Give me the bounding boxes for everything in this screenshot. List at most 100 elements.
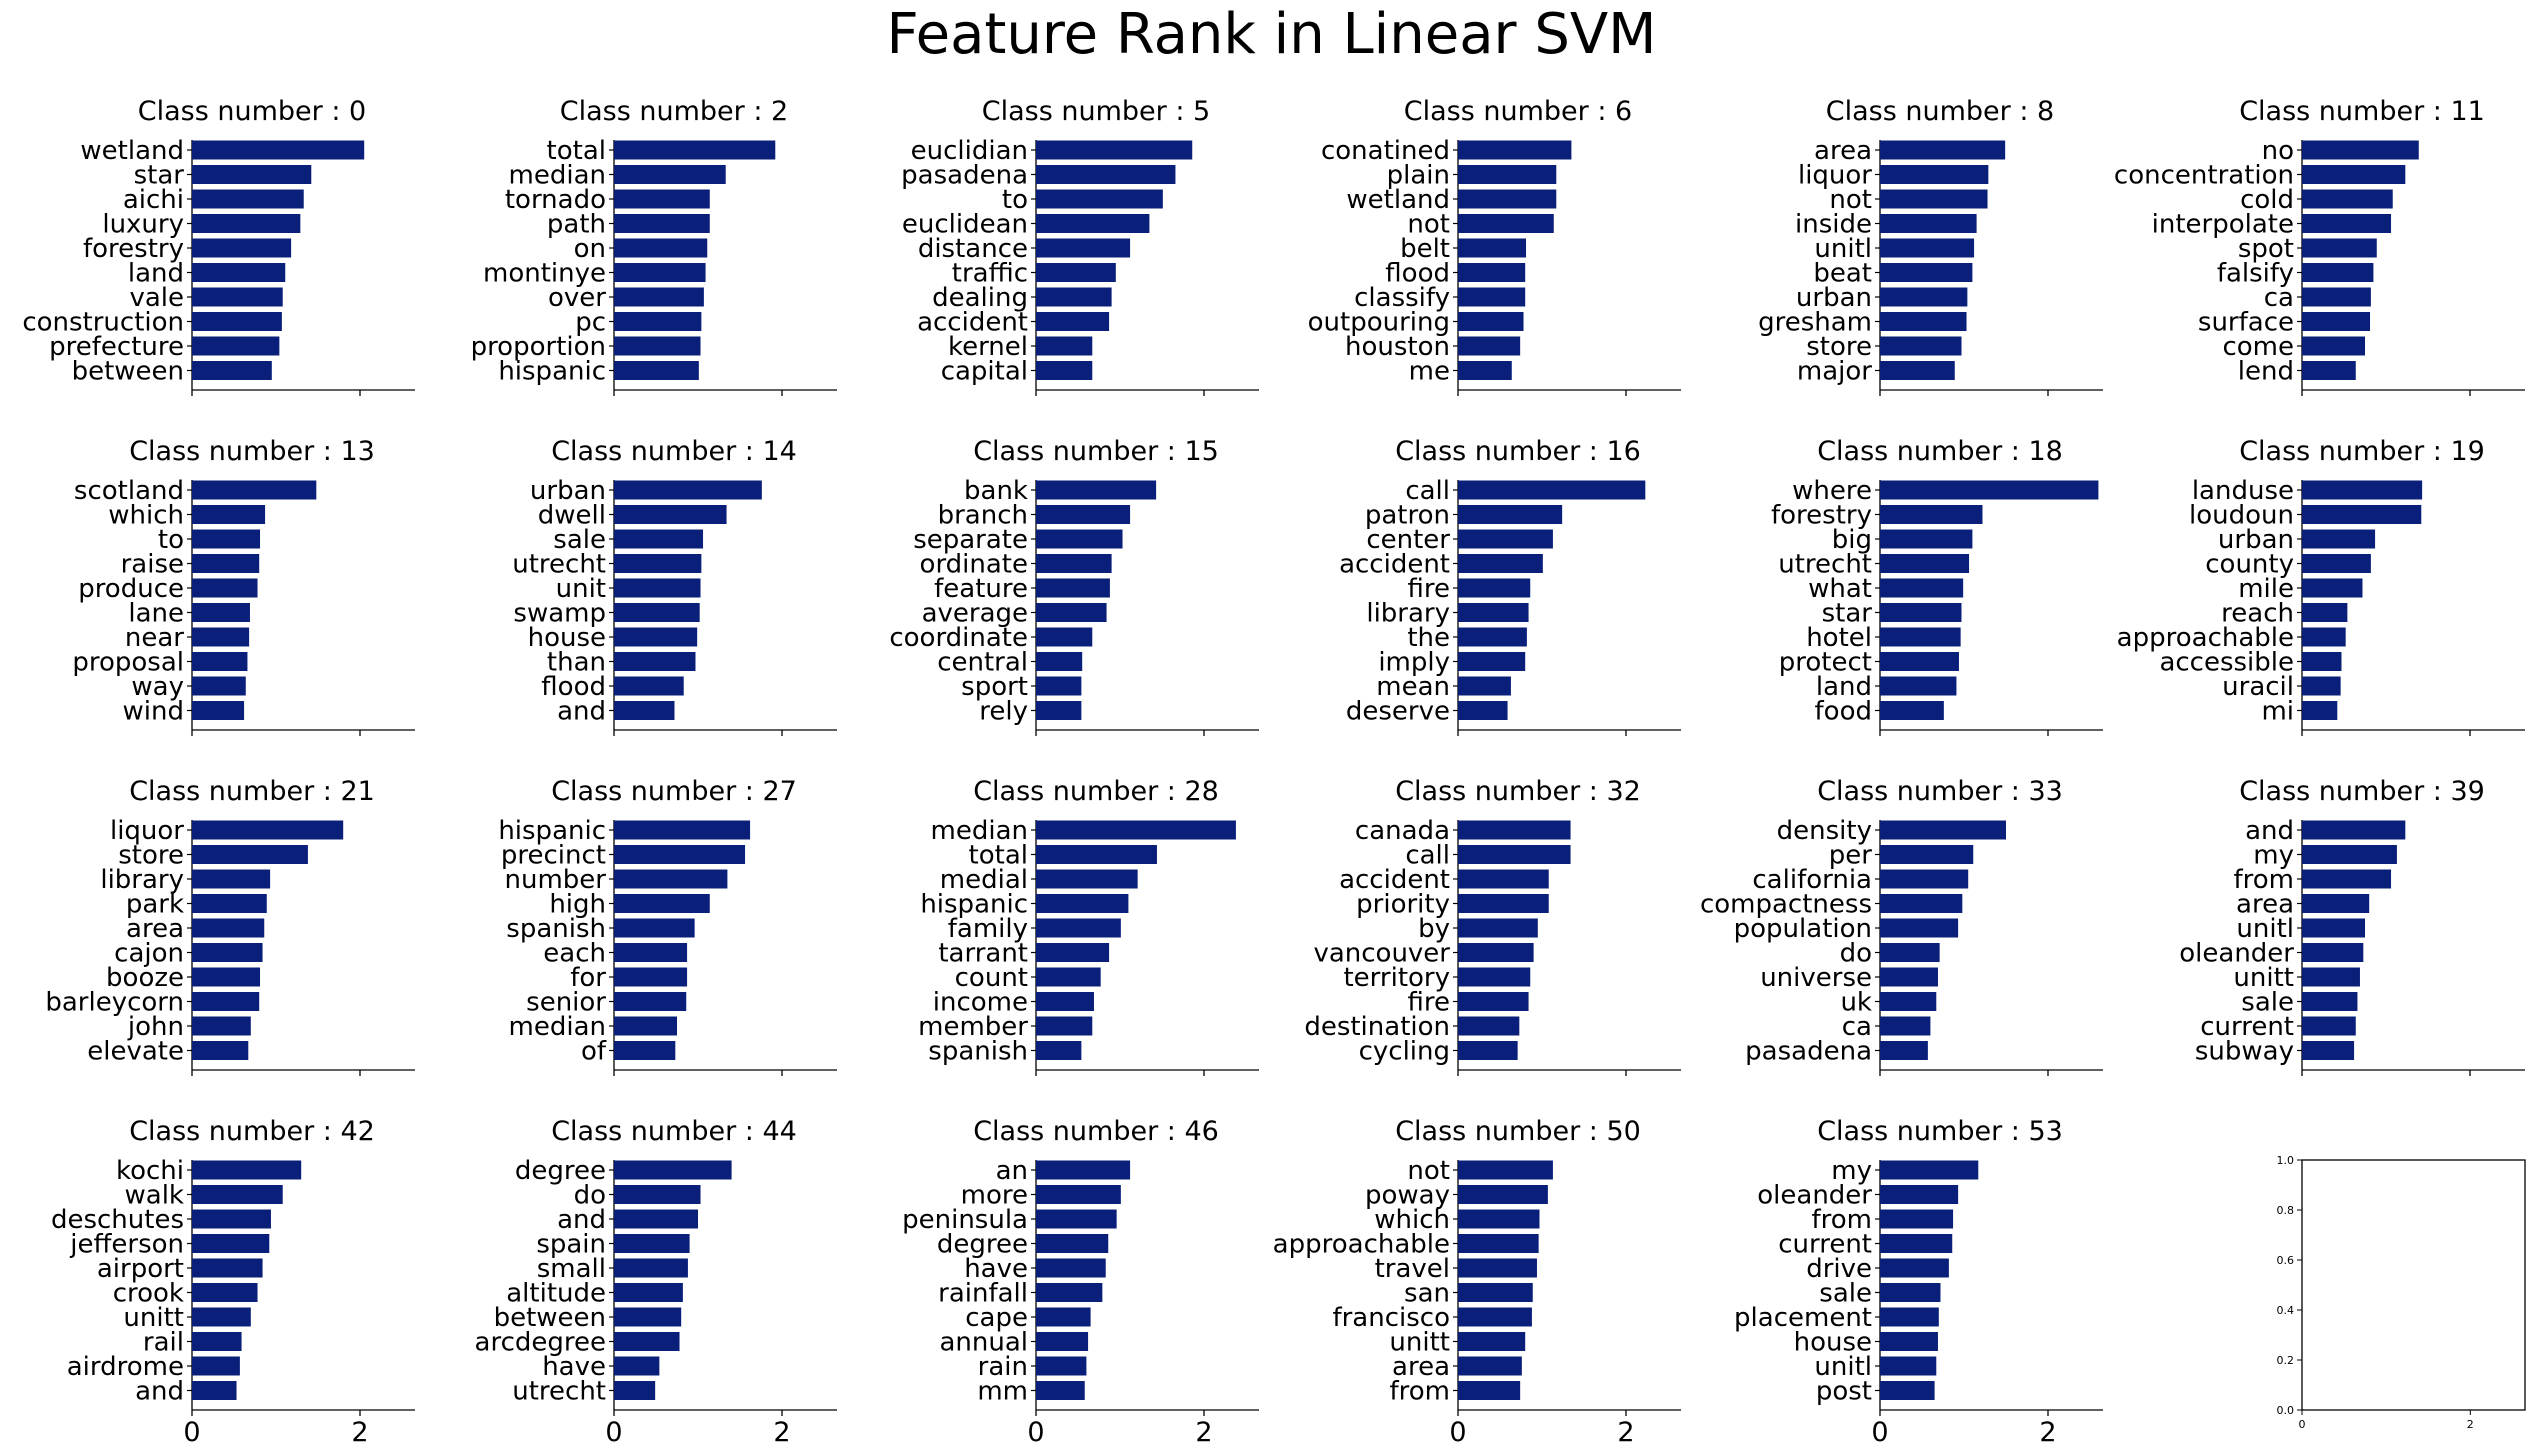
bar bbox=[1036, 312, 1110, 331]
y-tick-label: sale bbox=[2241, 988, 2294, 1018]
bar bbox=[1036, 820, 1236, 840]
y-tick-label: ordinate bbox=[920, 550, 1028, 580]
bar bbox=[614, 1332, 680, 1351]
y-tick-label: protect bbox=[1779, 648, 1872, 678]
bar bbox=[1036, 165, 1176, 184]
bar bbox=[1880, 1234, 1953, 1253]
y-tick-label: unit bbox=[556, 574, 606, 604]
bar bbox=[1036, 627, 1093, 647]
y-tick-label: capital bbox=[941, 357, 1028, 387]
y-tick-label: forestry bbox=[1771, 501, 1872, 531]
bar bbox=[1458, 967, 1531, 987]
y-tick-label: elevate bbox=[87, 1037, 184, 1067]
subplot-title: Class number : 50 bbox=[1395, 1116, 1641, 1147]
y-tick-label: 0.0 bbox=[2277, 1404, 2295, 1417]
bar bbox=[192, 361, 272, 380]
bar bbox=[192, 1234, 270, 1253]
y-tick-label: call bbox=[1405, 476, 1450, 506]
y-tick-label: current bbox=[2200, 1012, 2294, 1042]
bar bbox=[614, 214, 710, 233]
y-tick-label: pasadena bbox=[1745, 1037, 1872, 1067]
y-tick-label: liquor bbox=[1798, 161, 1872, 191]
bar bbox=[1880, 1185, 1959, 1204]
x-tick-label: 2 bbox=[351, 1417, 368, 1448]
subplot-title: Class number : 2 bbox=[560, 96, 788, 127]
y-tick-label: canada bbox=[1355, 816, 1450, 846]
bar bbox=[192, 312, 282, 331]
y-tick-label: concentration bbox=[2114, 161, 2294, 191]
y-tick-label: vancouver bbox=[1313, 939, 1450, 969]
y-tick-label: oleander bbox=[1757, 1181, 1872, 1211]
y-tick-label: universe bbox=[1760, 963, 1872, 993]
y-tick-label: flood bbox=[541, 672, 606, 702]
subplot: 0.0 0.2 0.4 0.6 0.8 1.0 0 2 bbox=[2277, 1154, 2526, 1431]
bar bbox=[1458, 1160, 1553, 1180]
bar bbox=[2302, 894, 2370, 913]
bar bbox=[1036, 1041, 1082, 1060]
y-tick-label: between bbox=[494, 1303, 606, 1333]
y-tick-label: median bbox=[509, 161, 606, 191]
bar bbox=[614, 845, 746, 864]
bar bbox=[1458, 1307, 1532, 1327]
bar bbox=[2302, 287, 2371, 307]
y-tick-label: cycling bbox=[1359, 1037, 1450, 1067]
subplot-title: Class number : 42 bbox=[129, 1116, 375, 1147]
y-tick-label: interpolate bbox=[2152, 210, 2294, 240]
bar bbox=[614, 894, 710, 913]
bar bbox=[192, 603, 250, 622]
y-tick-label: high bbox=[549, 890, 606, 920]
bar bbox=[1880, 894, 1963, 913]
y-tick-label: prefecture bbox=[49, 332, 184, 362]
subplot-title: Class number : 28 bbox=[973, 776, 1219, 807]
bar bbox=[1458, 578, 1531, 598]
y-tick-label: proportion bbox=[471, 332, 606, 362]
bar bbox=[1036, 943, 1110, 962]
y-tick-label: conatined bbox=[1321, 136, 1450, 166]
y-tick-label: aichi bbox=[123, 185, 184, 215]
subplot: Class number : 13scotlandwhichtoraisepro… bbox=[72, 436, 415, 736]
y-tick-label: swamp bbox=[513, 599, 606, 629]
y-tick-label: call bbox=[1405, 841, 1450, 871]
bar bbox=[1458, 845, 1571, 864]
bar bbox=[1880, 1016, 1931, 1036]
y-tick-label: scotland bbox=[74, 476, 184, 506]
bar bbox=[614, 165, 726, 184]
bar bbox=[1458, 140, 1572, 160]
y-tick-label: which bbox=[108, 501, 184, 531]
y-tick-label: euclidian bbox=[911, 136, 1028, 166]
y-tick-label: no bbox=[2262, 136, 2294, 166]
bar bbox=[192, 1160, 302, 1180]
bar bbox=[1880, 263, 1973, 282]
y-tick-label: do bbox=[1840, 939, 1872, 969]
subplot-title: Class number : 21 bbox=[129, 776, 375, 807]
bar bbox=[614, 967, 688, 987]
bar bbox=[192, 1185, 283, 1204]
bar bbox=[1458, 529, 1553, 549]
subplot-title: Class number : 32 bbox=[1395, 776, 1641, 807]
bar bbox=[1458, 1258, 1537, 1278]
y-tick-label: dwell bbox=[538, 501, 606, 531]
bar bbox=[192, 578, 258, 598]
bar bbox=[614, 578, 701, 598]
bar bbox=[614, 238, 708, 258]
y-tick-label: of bbox=[581, 1037, 607, 1067]
y-tick-label: spanish bbox=[928, 1037, 1028, 1067]
bar bbox=[1036, 676, 1082, 696]
bar bbox=[2302, 627, 2346, 647]
y-tick-label: accident bbox=[1339, 865, 1450, 895]
bar bbox=[192, 1307, 251, 1327]
y-tick-label: cajon bbox=[114, 939, 184, 969]
bar bbox=[1880, 1258, 1949, 1278]
bar bbox=[1458, 894, 1549, 913]
y-tick-label: sport bbox=[961, 672, 1028, 702]
bar bbox=[614, 676, 684, 696]
bar bbox=[1458, 1356, 1522, 1376]
subplot: Class number : 0 wetlandstaraichiluxuryfo… bbox=[22, 96, 415, 396]
bar bbox=[1458, 263, 1526, 282]
y-tick-label: major bbox=[1797, 357, 1872, 387]
bar bbox=[1458, 554, 1543, 573]
bar bbox=[1880, 214, 1977, 233]
bar bbox=[2302, 480, 2423, 500]
bar bbox=[2302, 361, 2356, 380]
